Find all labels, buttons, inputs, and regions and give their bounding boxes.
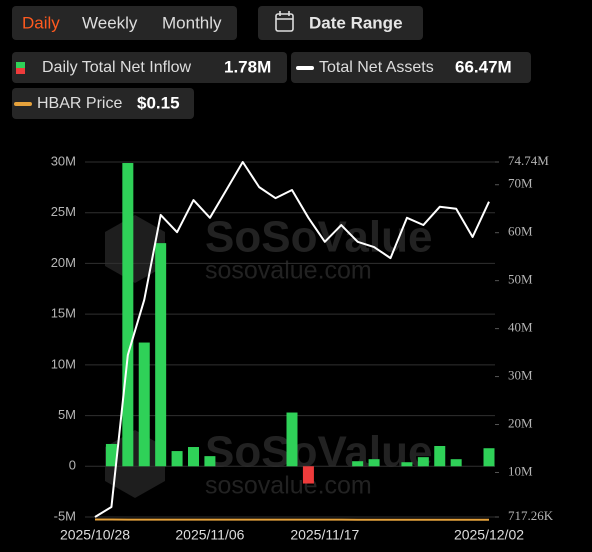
y2-tick-label: 40M [508, 320, 533, 335]
x-tick-label: 2025/11/17 [290, 527, 359, 543]
bar [286, 412, 298, 467]
x-tick-label: 2025/10/28 [60, 527, 130, 543]
y-tick-label: 30M [51, 153, 76, 168]
watermark: SoSoValue sosovalue.com SoSoValue sosova… [105, 213, 432, 500]
y2-tick-label: 74.74M [508, 153, 549, 168]
bar [434, 446, 446, 467]
line [94, 161, 490, 518]
bar [155, 243, 167, 467]
legend-box [291, 52, 531, 83]
bar [450, 459, 462, 467]
y2-tick-label: 60M [508, 224, 533, 239]
legend-box [12, 88, 194, 119]
bar [204, 456, 216, 467]
y-tick-label: 20M [51, 255, 76, 270]
bar [302, 466, 314, 484]
bar [188, 447, 199, 467]
bar [138, 342, 150, 467]
legend-icon [16, 68, 25, 74]
y-tick-label: 0 [69, 458, 76, 473]
y2-tick-label: 30M [508, 368, 533, 383]
legend-icon [16, 62, 25, 68]
date-range-label[interactable]: Date Range [309, 13, 403, 32]
bar [122, 163, 134, 467]
y-tick-label: -5M [54, 508, 76, 523]
x-tick-label: 2025/12/02 [454, 527, 524, 543]
y2-tick-label: 20M [508, 416, 533, 431]
tab-group [12, 6, 237, 40]
legend-label: Daily Total Net Inflow [42, 59, 192, 76]
y-tick-label: 15M [51, 306, 76, 321]
bar [368, 459, 380, 467]
y-tick-label: 25M [51, 204, 76, 219]
legend-value: 1.78M [224, 57, 271, 76]
tab[interactable]: Monthly [162, 13, 222, 32]
legend-label: HBAR Price [37, 95, 122, 112]
legend-box [12, 52, 287, 83]
y-tick-label: 10M [51, 356, 76, 371]
watermark-logo: SoSoValue [205, 213, 432, 262]
y-tick-label: 5M [58, 407, 76, 422]
bar [352, 461, 364, 467]
date-range-button[interactable] [258, 6, 423, 40]
watermark-url: sosovalue.com [205, 472, 372, 500]
tab[interactable]: Weekly [82, 13, 138, 32]
y2-tick-label: 717.26K [508, 508, 554, 523]
bar [105, 443, 117, 467]
x-tick-label: 2025/11/06 [175, 527, 244, 543]
bar [483, 448, 495, 467]
legend-value: 66.47M [455, 57, 512, 76]
legend-label: Total Net Assets [319, 59, 434, 76]
y2-tick-label: 70M [508, 176, 533, 191]
y2-tick-label: 50M [508, 272, 533, 287]
calendar-icon [275, 11, 294, 32]
watermark-url: sosovalue.com [205, 257, 372, 285]
bar [417, 457, 429, 467]
y2-tick-label: 10M [508, 463, 533, 478]
tab[interactable]: Daily [22, 13, 60, 32]
bar [171, 451, 183, 467]
bar [401, 462, 413, 467]
legend-value: $0.15 [137, 93, 180, 112]
watermark-logo: SoSoValue [205, 428, 432, 477]
